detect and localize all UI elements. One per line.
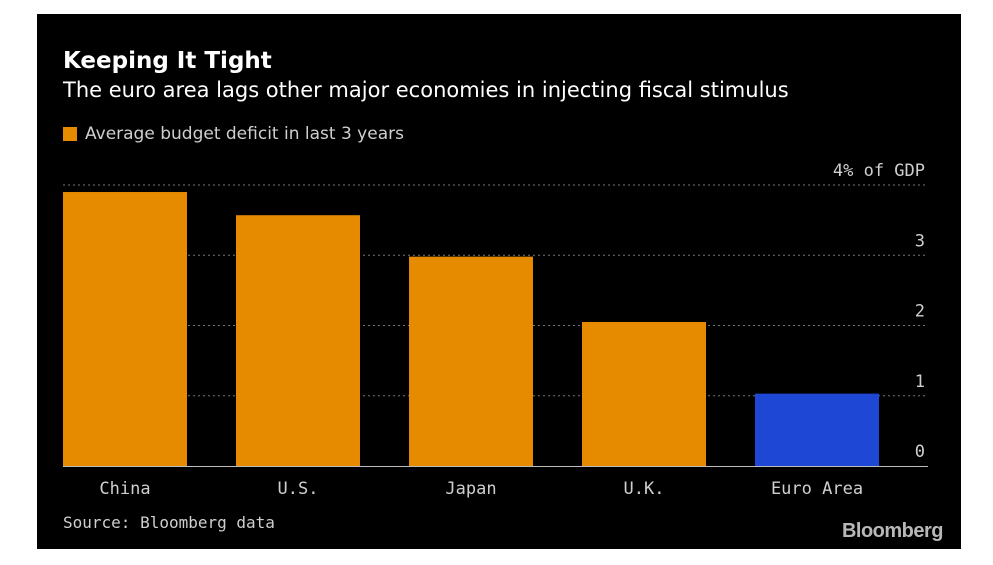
x-tick-label: U.K. <box>624 479 665 499</box>
source-note: Source: Bloomberg data <box>63 513 275 532</box>
x-tick-label: U.S. <box>278 479 319 499</box>
bar-china <box>63 192 187 466</box>
y-tick-label: 1 <box>915 372 925 392</box>
y-tick-label: 0 <box>915 442 925 462</box>
x-tick-label: Euro Area <box>771 479 863 499</box>
y-tick-label: 4% of GDP <box>833 161 925 181</box>
bar-chart: 0 1 2 3 4% of GDP China U.S. Japan U.K. Euro Area <box>63 161 928 499</box>
chart-card: Keeping It Tight The euro area lags othe… <box>37 14 961 549</box>
x-tick-label: China <box>99 479 150 499</box>
bloomberg-logo: Bloomberg <box>841 520 944 542</box>
legend-label: Average budget deficit in last 3 years <box>85 124 404 144</box>
bar-u-k <box>582 321 706 466</box>
x-tick-label: Japan <box>445 479 496 499</box>
legend-swatch <box>63 127 77 141</box>
y-tick-label: 3 <box>915 231 925 251</box>
y-tick-label: 2 <box>915 302 925 322</box>
legend: Average budget deficit in last 3 years <box>63 124 404 144</box>
chart-title: Keeping It Tight <box>63 48 272 74</box>
bar-euro-area <box>755 393 879 466</box>
bar-japan <box>409 256 533 466</box>
chart-subtitle: The euro area lags other major economies… <box>63 78 789 102</box>
bar-u-s <box>236 215 360 466</box>
